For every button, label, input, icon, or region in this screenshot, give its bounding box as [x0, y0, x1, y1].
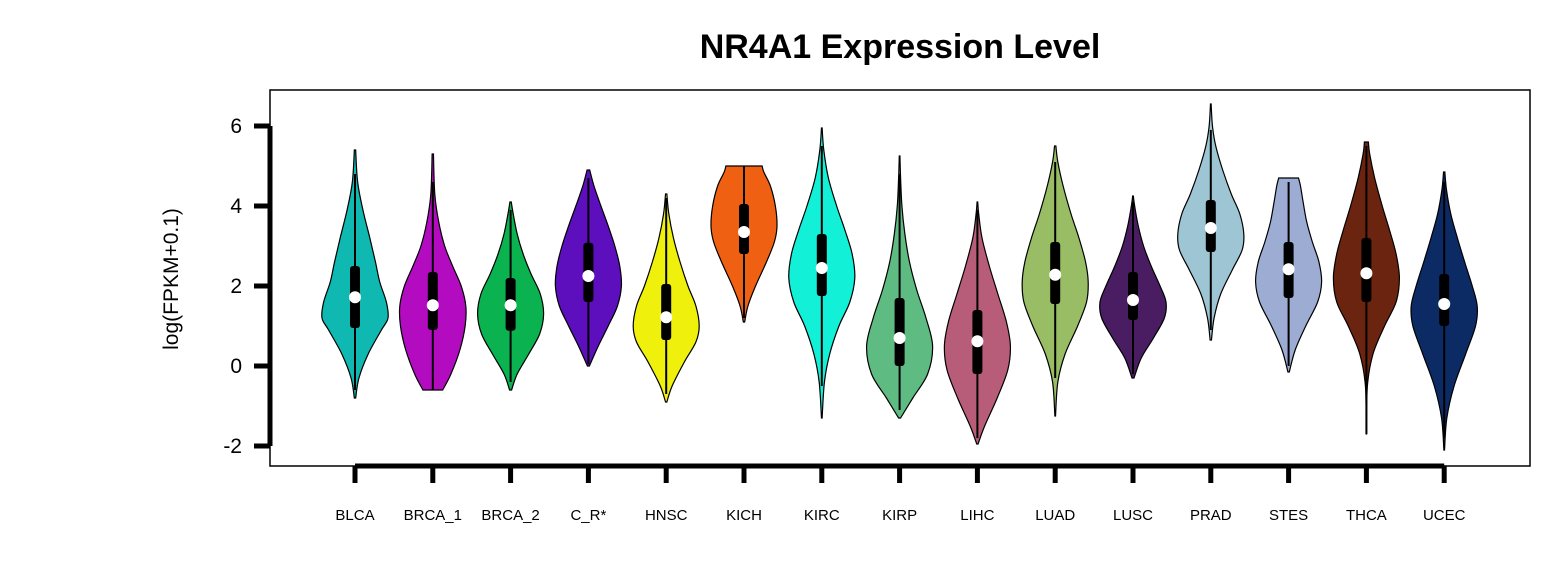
x-tick-label: LUSC [1113, 507, 1153, 524]
x-tick-label: KIRC [804, 507, 840, 524]
x-axis: BLCA BRCA_1 BRCA_2 C_R* HNSC KICH KIRC KIRP LIHC… [335, 463, 1466, 524]
x-tick-label: LUAD [1035, 507, 1075, 524]
y-tick-label: 0 [230, 355, 242, 378]
median-point [582, 270, 595, 282]
violin-c-r- [554, 169, 623, 367]
y-axis: -2 0 2 4 6 [223, 115, 273, 458]
y-tick-label: -2 [223, 435, 242, 458]
median-point [1204, 222, 1217, 234]
median-point [1360, 267, 1373, 280]
x-tick-label: THCA [1346, 507, 1387, 524]
violin-luad [1021, 145, 1089, 417]
median-point [1049, 268, 1062, 281]
x-tick-label: PRAD [1190, 507, 1232, 524]
y-tick-label: 6 [230, 115, 242, 138]
median-point [971, 335, 984, 348]
violin-thca [1332, 141, 1401, 435]
median-point [660, 311, 673, 324]
x-tick-label: C_R* [570, 507, 606, 524]
violin-prad [1177, 103, 1245, 341]
violin-kich [710, 165, 778, 323]
median-point [815, 262, 828, 274]
violin-blca [321, 149, 389, 399]
median-point [738, 226, 750, 238]
median-point [1282, 263, 1295, 276]
y-tick-label: 4 [230, 195, 242, 218]
x-tick-label: BRCA_2 [481, 507, 539, 524]
median-point [349, 291, 361, 304]
median-point [1127, 294, 1139, 306]
median-point [893, 332, 906, 344]
median-point [1438, 298, 1451, 310]
violin-kirp [865, 155, 934, 419]
violin-brca-1 [398, 153, 467, 391]
x-tick-label: LIHC [960, 507, 994, 524]
violin-kirc [788, 127, 856, 419]
violin-hnsc [632, 193, 700, 403]
violins-group [321, 103, 1479, 451]
x-tick-label: HNSC [645, 507, 688, 524]
violin-stes [1254, 177, 1323, 373]
x-tick-label: BLCA [335, 507, 374, 524]
x-tick-label: UCEC [1423, 507, 1466, 524]
x-tick-label: KICH [726, 507, 762, 524]
violin-lihc [943, 201, 1012, 445]
y-axis-label: log(FPKM+0.1) [160, 208, 183, 350]
violin-brca-2 [476, 201, 545, 391]
x-tick-label: STES [1269, 507, 1308, 524]
median-point [426, 299, 439, 312]
violin-lusc [1099, 195, 1167, 379]
chart-title: NR4A1 Expression Level [700, 28, 1101, 66]
x-tick-label: KIRP [882, 507, 917, 524]
y-tick-label: 2 [230, 275, 242, 298]
violin-ucec [1410, 171, 1479, 451]
x-tick-label: BRCA_1 [404, 507, 462, 524]
median-point [504, 299, 517, 312]
